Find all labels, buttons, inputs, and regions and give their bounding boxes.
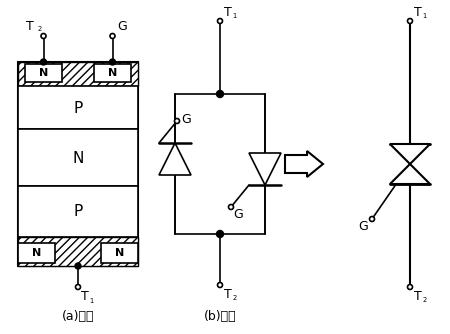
- Circle shape: [40, 59, 46, 65]
- Bar: [18, 186, 138, 237]
- Circle shape: [110, 33, 115, 38]
- Bar: [94, 64, 131, 82]
- Text: G: G: [233, 208, 243, 221]
- Text: G: G: [117, 19, 127, 32]
- Polygon shape: [390, 164, 430, 184]
- Circle shape: [408, 18, 413, 23]
- Text: T: T: [224, 288, 232, 301]
- Text: G: G: [358, 220, 368, 233]
- Bar: [18, 62, 138, 86]
- Circle shape: [217, 283, 222, 288]
- Circle shape: [217, 18, 222, 23]
- Circle shape: [229, 204, 234, 209]
- Bar: [18, 86, 138, 129]
- Text: $_1$: $_1$: [89, 296, 94, 306]
- Text: N: N: [115, 248, 124, 258]
- Bar: [18, 237, 138, 266]
- Circle shape: [109, 59, 116, 65]
- Text: T: T: [224, 5, 232, 18]
- Text: P: P: [73, 101, 83, 116]
- Bar: [25, 64, 62, 82]
- Text: N: N: [39, 68, 48, 78]
- Text: $_2$: $_2$: [422, 295, 427, 305]
- Text: N: N: [72, 151, 84, 166]
- Circle shape: [75, 263, 81, 269]
- Polygon shape: [159, 143, 191, 175]
- Text: $_1$: $_1$: [232, 11, 238, 21]
- Text: N: N: [32, 248, 41, 258]
- Text: $_1$: $_1$: [422, 11, 427, 21]
- Text: T: T: [26, 19, 34, 32]
- Circle shape: [408, 285, 413, 290]
- Bar: [175, 94, 265, 234]
- Polygon shape: [285, 151, 323, 177]
- Circle shape: [76, 285, 81, 290]
- Circle shape: [369, 216, 374, 221]
- Text: N: N: [108, 68, 117, 78]
- Bar: [18, 243, 55, 263]
- Circle shape: [216, 230, 224, 237]
- Text: (b)电路: (b)电路: [204, 310, 236, 323]
- Text: $_2$: $_2$: [232, 293, 238, 303]
- Bar: [18, 62, 138, 266]
- Circle shape: [175, 119, 180, 124]
- Text: T: T: [414, 290, 422, 303]
- Text: P: P: [73, 204, 83, 219]
- Text: T: T: [414, 5, 422, 18]
- Text: G: G: [181, 113, 191, 126]
- Circle shape: [41, 33, 46, 38]
- Polygon shape: [390, 144, 430, 164]
- Bar: [101, 243, 138, 263]
- Text: $_2$: $_2$: [37, 24, 43, 34]
- Bar: [18, 129, 138, 186]
- Circle shape: [216, 91, 224, 98]
- Text: T: T: [81, 291, 89, 304]
- Text: (a)结构: (a)结构: [62, 310, 94, 323]
- Polygon shape: [249, 153, 281, 185]
